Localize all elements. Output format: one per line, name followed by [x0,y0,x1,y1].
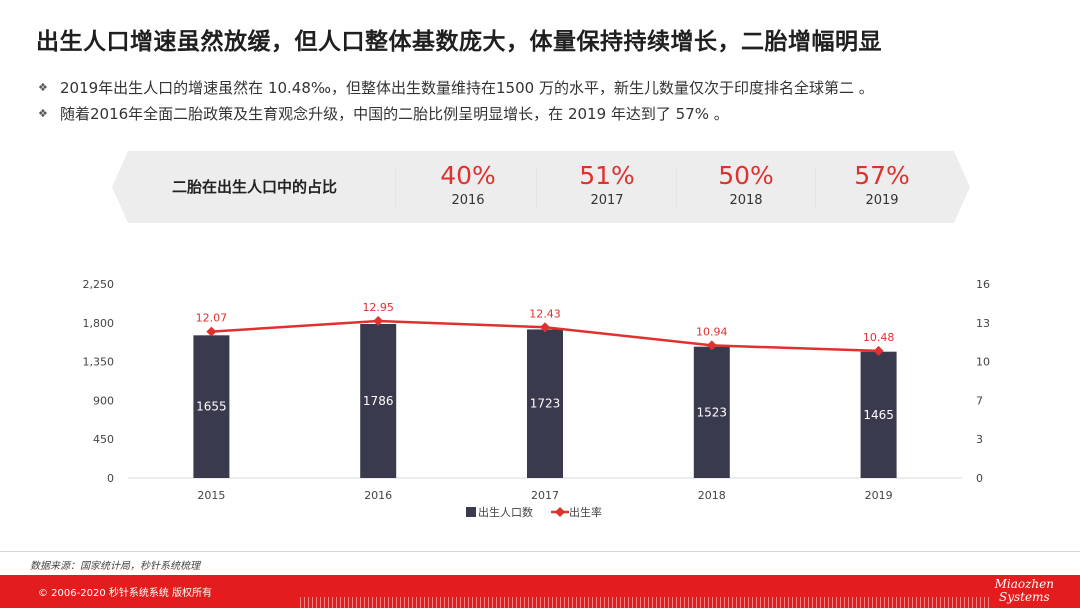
logo-line: Miaozhen [994,577,1054,591]
y-left-tick-label: 900 [93,394,114,407]
y-right-tick-label: 13 [976,317,990,330]
line-value-label: 12.07 [196,312,228,325]
y-left-tick-label: 0 [107,472,114,485]
data-source: 数据来源：国家统计局，秒针系统梳理 [30,561,200,572]
diamond-bullet-icon: ❖ [38,80,48,94]
line-value-label: 12.43 [529,307,561,320]
bar-value-label: 1523 [697,405,728,419]
ratio-year: 2016 [451,193,485,208]
ratio-year: 2018 [729,193,763,208]
line-value-label: 12.95 [362,301,394,314]
y-left-tick-label: 1,350 [83,356,115,369]
ratio-year: 2017 [590,193,624,208]
x-tick-label: 2016 [364,489,392,502]
second-child-ratio-band: 二胎在出生人口中的占比 40% 2016 51% 2017 50% 2018 5… [112,151,970,223]
birth-rate-point-2017 [540,322,550,333]
footer-bar: © 2006-2020 秒针系统系统 版权所有 Miaozhen Systems [0,575,1080,608]
ratio-stat-2017: 51% 2017 [537,161,677,211]
ratio-stat-2018: 50% 2018 [676,161,816,211]
band-divider [395,167,396,207]
legend-bar-label: 出生人口数 [478,505,533,519]
bar-2016 [360,324,397,478]
x-tick-label: 2017 [531,489,559,502]
bullet-item: ❖ 随着2016年全面二胎政策及生育观念升级，中国的二胎比例呈明显增长，在 20… [38,100,874,126]
bar-2017 [527,329,563,478]
bar-value-label: 1465 [863,408,894,422]
birth-rate-point-2015 [206,326,217,337]
bar-value-label: 1786 [363,394,394,408]
y-right-tick-label: 7 [976,394,983,407]
line-value-label: 10.94 [696,325,728,338]
y-left-tick-label: 2,250 [83,278,115,291]
logo-line: Systems [998,590,1050,604]
diamond-bullet-icon: ❖ [38,106,48,120]
bullet-text: 2019年出生人口的增速虽然在 10.48‰，但整体出生数量维持在1500 万的… [60,78,874,97]
band-shape [112,151,970,223]
band-label: 二胎在出生人口中的占比 [172,178,338,196]
ratio-value: 50% [718,161,774,190]
band-divider [536,167,537,207]
x-tick-label: 2018 [698,489,726,502]
legend-line-marker [555,507,565,517]
bar-2015 [193,335,230,478]
x-tick-label: 2015 [197,489,225,502]
bullet-text: 随着2016年全面二胎政策及生育观念升级，中国的二胎比例呈明显增长，在 2019… [60,104,729,123]
x-tick-label: 2019 [865,489,893,502]
y-right-tick-label: 16 [976,278,990,291]
birth-rate-point-2018 [706,340,717,351]
ratio-stat-2019: 57% 2019 [812,161,952,211]
source-divider [0,551,1080,552]
band-divider [676,167,677,207]
bar-2018 [693,346,730,478]
birth-chart: 0 450 900 1,350 1,800 2,250 0 3 7 10 13 16 1655 1786 1… [83,278,991,519]
y-right-tick-label: 3 [976,433,983,446]
ratio-year: 2019 [865,193,899,208]
line-value-label: 10.48 [863,331,895,344]
company-logo: Miaozhen Systems [995,578,1054,604]
ratio-stat-2016: 40% 2016 [398,161,538,211]
bar-value-label: 1723 [530,397,561,411]
bullet-list: ❖ 2019年出生人口的增速虽然在 10.48‰，但整体出生数量维持在1500 … [38,74,874,126]
birth-rate-point-2016 [373,315,384,326]
bullet-item: ❖ 2019年出生人口的增速虽然在 10.48‰，但整体出生数量维持在1500 … [38,74,874,100]
copyright-text: © 2006-2020 秒针系统系统 版权所有 [38,588,213,599]
ratio-value: 40% [440,161,496,190]
page-title: 出生人口增速虽然放缓，但人口整体基数庞大，体量保持持续增长，二胎增幅明显 [36,29,882,55]
ratio-value: 51% [579,161,635,190]
y-right-tick-label: 10 [976,356,990,369]
y-left-tick-label: 450 [93,433,114,446]
footer-ruler-decoration [300,597,990,608]
birth-rate-point-2019 [873,345,884,356]
bar-2019 [860,351,897,478]
y-right-tick-label: 0 [976,472,983,485]
y-left-tick-label: 1,800 [83,317,115,330]
legend-bar-swatch [466,507,476,517]
bar-value-label: 1655 [196,400,227,414]
legend-line-label: 出生率 [569,505,602,519]
ratio-value: 57% [854,161,910,190]
band-divider [815,167,816,207]
